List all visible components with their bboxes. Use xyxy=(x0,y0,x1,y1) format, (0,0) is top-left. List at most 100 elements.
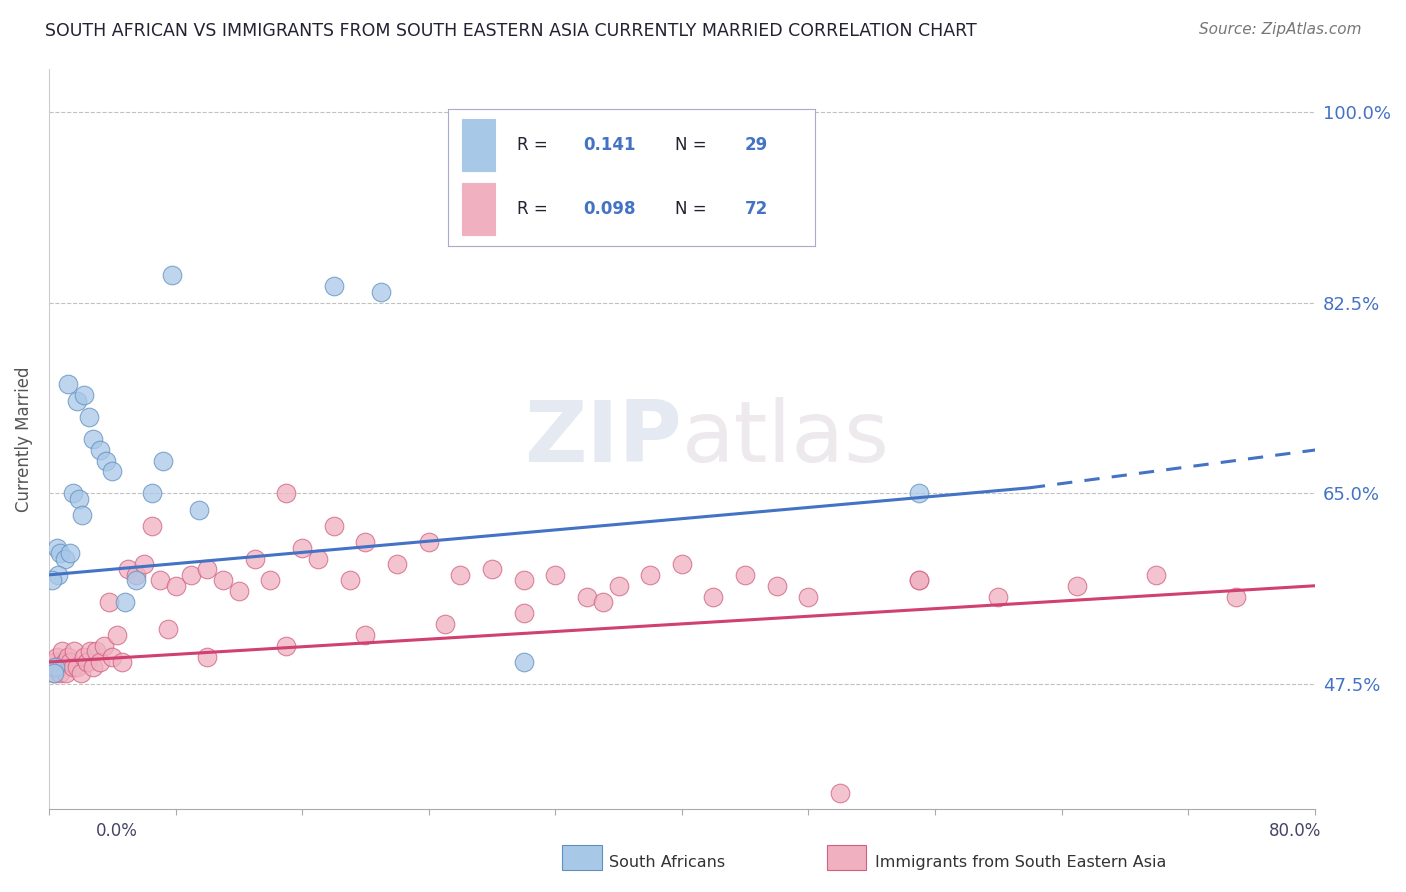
Point xyxy=(44,660,66,674)
Point xyxy=(152,453,174,467)
Point xyxy=(322,279,344,293)
Point xyxy=(195,562,218,576)
Point xyxy=(141,486,163,500)
Point xyxy=(512,574,534,588)
Point xyxy=(276,486,298,500)
Point xyxy=(51,644,73,658)
Text: 0.0%: 0.0% xyxy=(96,822,138,839)
Text: SOUTH AFRICAN VS IMMIGRANTS FROM SOUTH EASTERN ASIA CURRENTLY MARRIED CORRELATIO: SOUTH AFRICAN VS IMMIGRANTS FROM SOUTH E… xyxy=(45,22,977,40)
Point xyxy=(481,562,503,576)
Text: ZIP: ZIP xyxy=(524,397,682,480)
Point xyxy=(607,579,630,593)
Point xyxy=(45,541,67,555)
Point xyxy=(63,644,86,658)
Point xyxy=(592,595,614,609)
Point xyxy=(94,453,117,467)
Point xyxy=(322,519,344,533)
Point xyxy=(41,660,63,674)
Point xyxy=(259,574,281,588)
Point xyxy=(908,486,931,500)
Point xyxy=(1146,567,1168,582)
Point xyxy=(69,665,91,680)
Point xyxy=(1066,579,1088,593)
Point xyxy=(73,649,96,664)
Text: South Africans: South Africans xyxy=(609,855,725,870)
Point xyxy=(195,649,218,664)
Point xyxy=(575,590,598,604)
Point xyxy=(638,567,661,582)
Point xyxy=(243,551,266,566)
Point xyxy=(62,486,84,500)
Point xyxy=(141,519,163,533)
Point xyxy=(228,584,250,599)
Text: Immigrants from South Eastern Asia: Immigrants from South Eastern Asia xyxy=(875,855,1166,870)
Point xyxy=(89,442,111,457)
Point xyxy=(58,655,80,669)
Point xyxy=(180,567,202,582)
Point xyxy=(544,567,567,582)
Point xyxy=(671,557,693,571)
Point xyxy=(45,649,67,664)
Point xyxy=(56,649,79,664)
Point xyxy=(307,551,329,566)
Point xyxy=(53,655,76,669)
Point xyxy=(385,557,408,571)
Point xyxy=(734,567,756,582)
Point xyxy=(908,574,931,588)
Point xyxy=(149,574,172,588)
Point xyxy=(162,268,184,283)
Point xyxy=(86,644,108,658)
Point xyxy=(433,616,456,631)
Point xyxy=(48,567,70,582)
Point xyxy=(56,377,79,392)
Text: Source: ZipAtlas.com: Source: ZipAtlas.com xyxy=(1198,22,1361,37)
Point xyxy=(42,665,65,680)
Point xyxy=(53,551,76,566)
Point xyxy=(62,660,84,674)
Point xyxy=(276,639,298,653)
Point xyxy=(89,655,111,669)
Point xyxy=(48,660,70,674)
Point xyxy=(418,535,440,549)
Point xyxy=(114,595,136,609)
Point xyxy=(908,574,931,588)
Point xyxy=(117,562,139,576)
Point xyxy=(82,432,104,446)
Point xyxy=(354,628,377,642)
Point xyxy=(77,409,100,424)
Point xyxy=(765,579,787,593)
Point xyxy=(291,541,314,555)
Point xyxy=(987,590,1010,604)
Point xyxy=(76,655,98,669)
Point xyxy=(212,574,235,588)
Point xyxy=(73,388,96,402)
Point xyxy=(156,623,179,637)
Point xyxy=(42,665,65,680)
Point xyxy=(49,665,72,680)
Point xyxy=(188,502,211,516)
Point xyxy=(67,491,90,506)
Point xyxy=(165,579,187,593)
Point xyxy=(79,644,101,658)
Point xyxy=(370,285,392,299)
Point xyxy=(49,546,72,560)
Point xyxy=(797,590,820,604)
Point xyxy=(66,660,89,674)
Point xyxy=(111,655,134,669)
Point xyxy=(101,649,124,664)
Point xyxy=(58,546,80,560)
Text: atlas: atlas xyxy=(682,397,890,480)
Point xyxy=(132,557,155,571)
Y-axis label: Currently Married: Currently Married xyxy=(15,366,32,511)
Point xyxy=(105,628,128,642)
Point xyxy=(82,660,104,674)
Point xyxy=(98,595,121,609)
Point xyxy=(339,574,361,588)
Point xyxy=(66,393,89,408)
Point xyxy=(55,665,77,680)
Point xyxy=(512,606,534,620)
Text: 80.0%: 80.0% xyxy=(1270,822,1322,839)
Point xyxy=(93,639,115,653)
Point xyxy=(354,535,377,549)
Point xyxy=(828,786,851,800)
